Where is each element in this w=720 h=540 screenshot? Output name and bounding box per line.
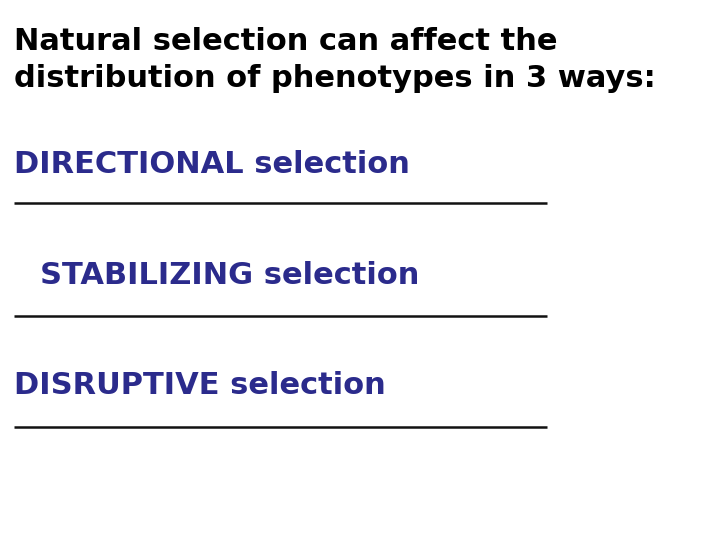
Text: Natural selection can affect the
distribution of phenotypes in 3 ways:: Natural selection can affect the distrib… <box>14 27 656 93</box>
Text: STABILIZING selection: STABILIZING selection <box>40 260 419 289</box>
Text: DISRUPTIVE selection: DISRUPTIVE selection <box>14 371 386 400</box>
Text: DIRECTIONAL selection: DIRECTIONAL selection <box>14 150 410 179</box>
